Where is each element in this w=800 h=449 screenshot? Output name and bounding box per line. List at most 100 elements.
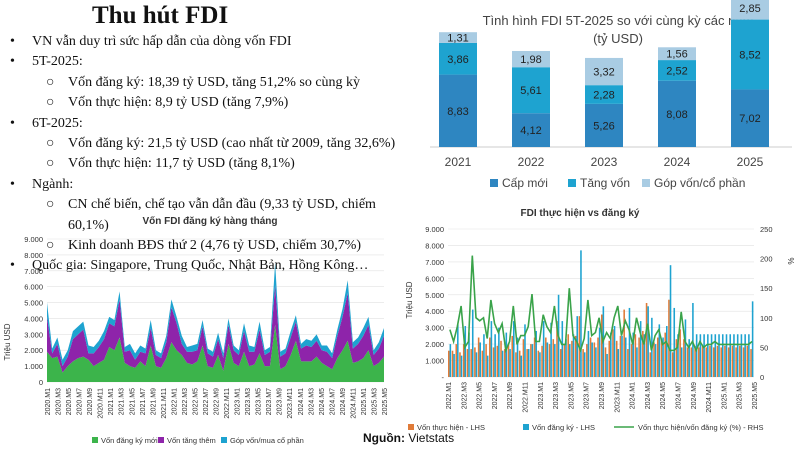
data-label: 4,12 [520, 125, 541, 137]
bar [492, 347, 495, 377]
data-label: 5,26 [593, 120, 614, 132]
x-tick-label: 2020.M9 [87, 388, 94, 415]
chart1-legend: Cấp mới Tăng vốn Góp vốn/cổ phần [490, 176, 745, 190]
data-label: 8,08 [666, 109, 687, 121]
data-label: 3,86 [447, 54, 468, 66]
legend-label: Góp vốn/mua cổ phần [230, 436, 304, 445]
bar [474, 347, 476, 377]
bullet-text: Vốn thực hiện: 8,9 tỷ USD (tăng 7,9%) [68, 95, 289, 111]
bar [479, 342, 481, 377]
bar [710, 334, 713, 377]
bar [515, 352, 517, 377]
x-tick-label: 2023.M11 [287, 388, 294, 419]
y-tick-label: 9.000 [425, 225, 444, 234]
bar [470, 349, 472, 377]
y-tick-label: 6.000 [425, 274, 444, 283]
bar [636, 347, 638, 377]
y2-tick-label: 100 [760, 314, 773, 323]
bar [535, 330, 537, 377]
bar [744, 334, 746, 377]
bar [701, 345, 704, 377]
bar [628, 307, 631, 377]
bar [623, 309, 625, 377]
y-tick-label: 2.000 [24, 346, 43, 355]
chart2-legend: Vốn đăng ký mới Vốn tăng thêm Góp vốn/mua … [92, 436, 304, 445]
bar [610, 332, 612, 377]
bullet-item: • 5T-2025: [10, 52, 420, 72]
bar [712, 347, 715, 377]
bar [453, 353, 455, 377]
data-label: 7,02 [739, 113, 760, 125]
bar [512, 50, 550, 68]
bullet-marker-icon: ○ [46, 95, 55, 111]
bar [539, 352, 541, 377]
bar [639, 321, 642, 377]
bullet-text: Quốc gia: Singapore, Trung Quốc, Nhật Bả… [32, 258, 369, 274]
bar [662, 337, 664, 377]
area-series [47, 262, 384, 367]
y-tick-label: 0 [39, 378, 43, 387]
x-tick-label: 2023.M11 [614, 382, 621, 413]
bar [709, 345, 711, 377]
bullet-text: CN chế biến, chế tạo vẫn dẫn đầu (9,33 t… [68, 197, 376, 233]
bar [455, 344, 458, 377]
x-tick-label: 2022.M3 [182, 388, 189, 415]
source-note: Nguồn: Vietstats [363, 431, 454, 445]
bar [542, 321, 545, 377]
bullet-marker-icon: ○ [46, 197, 55, 213]
legend-swatch [221, 437, 227, 443]
bar [660, 339, 663, 377]
bar [522, 339, 525, 377]
bar [561, 321, 564, 377]
bar [462, 344, 465, 377]
bar [632, 332, 634, 377]
bar [606, 353, 608, 377]
bar [481, 350, 484, 377]
bar [731, 89, 769, 147]
x-tick-label: 2022.M7 [492, 382, 499, 409]
x-tick-label: 2021.M5 [129, 388, 136, 415]
y-tick-label: 8.000 [24, 251, 43, 260]
source-value: Vietstats [408, 431, 455, 445]
y-tick-label: 5.000 [24, 299, 43, 308]
bar [486, 355, 489, 377]
bar [664, 332, 667, 377]
legend-label: Vốn tăng thêm [167, 436, 216, 445]
fdi-realized-vs-registered-chart: FDI thực hiện vs đăng ký Triệu USD % - 1.… [405, 208, 795, 432]
y2-tick-label: 50 [760, 343, 768, 352]
bar [587, 330, 590, 377]
legend-label: Góp vốn/cổ phần [654, 176, 745, 190]
bar [448, 350, 450, 377]
y2-tick-label: 200 [760, 255, 773, 264]
bar [751, 301, 754, 377]
bar [449, 344, 452, 377]
x-tick-label: 2021.M9 [150, 388, 157, 415]
x-tick-label: 2025.M1 [361, 388, 368, 415]
x-tick-label: 2020.M11 [98, 388, 105, 419]
bar [698, 347, 700, 377]
bar [673, 307, 676, 377]
x-tick-label: 2024.M9 [340, 388, 347, 415]
bar [567, 334, 569, 377]
bullet-item: ○ Vốn thực hiện: 8,9 tỷ USD (tăng 7,9%) [10, 93, 420, 113]
bar [468, 332, 470, 377]
bullet-marker-icon: ○ [46, 74, 55, 90]
yearly-fdi-chart: Tình hình FDI 5T-2025 so với cùng kỳ các… [430, 0, 792, 190]
bar [485, 344, 487, 377]
y-tick-label: 3.000 [24, 330, 43, 339]
x-tick-label: 2024.M7 [676, 382, 683, 409]
bar [490, 321, 493, 377]
data-label: 1,98 [520, 54, 541, 66]
x-tick-label: 2022.M9 [507, 382, 514, 409]
bar [595, 347, 597, 377]
bar [520, 355, 523, 377]
y-tick-label: 3.000 [425, 324, 444, 333]
bar [533, 337, 536, 377]
bullet-marker-icon: • [10, 258, 15, 274]
bullet-marker-icon: ○ [46, 156, 55, 172]
data-label: 5,61 [520, 85, 541, 97]
x-tick-label: 2022.M1 [446, 382, 453, 409]
bar [582, 349, 584, 377]
bar [608, 340, 611, 377]
bar [724, 345, 726, 377]
